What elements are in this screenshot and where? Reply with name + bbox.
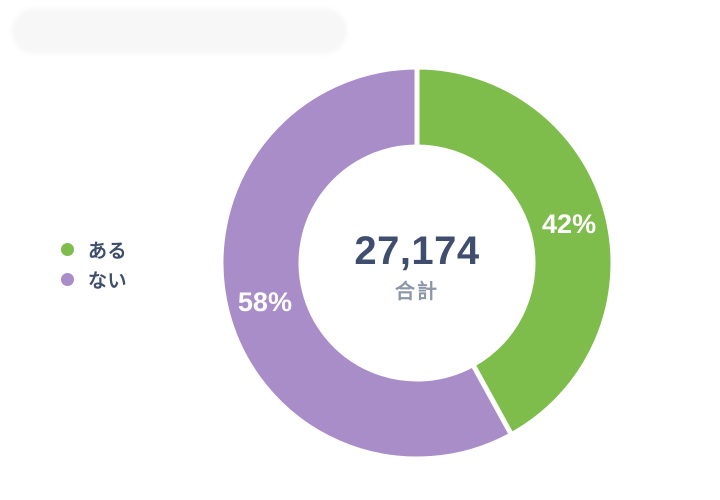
donut-slice-1[interactable] bbox=[218, 64, 515, 462]
legend-swatch-aru-icon bbox=[61, 243, 74, 256]
legend-label-aru: ある bbox=[88, 241, 128, 262]
legend-label-nai: ない bbox=[88, 271, 128, 292]
legend-swatch-nai-icon bbox=[61, 273, 74, 286]
blurred-title-placeholder bbox=[12, 8, 347, 54]
donut-slice-0[interactable] bbox=[414, 64, 616, 439]
slice-percent-label-1: 58% bbox=[238, 287, 292, 317]
legend-item-aru[interactable]: ある bbox=[61, 237, 127, 262]
chart-legend: ある ない bbox=[61, 237, 127, 292]
slice-percent-label-0: 42% bbox=[542, 209, 596, 239]
legend-item-nai[interactable]: ない bbox=[61, 267, 127, 292]
